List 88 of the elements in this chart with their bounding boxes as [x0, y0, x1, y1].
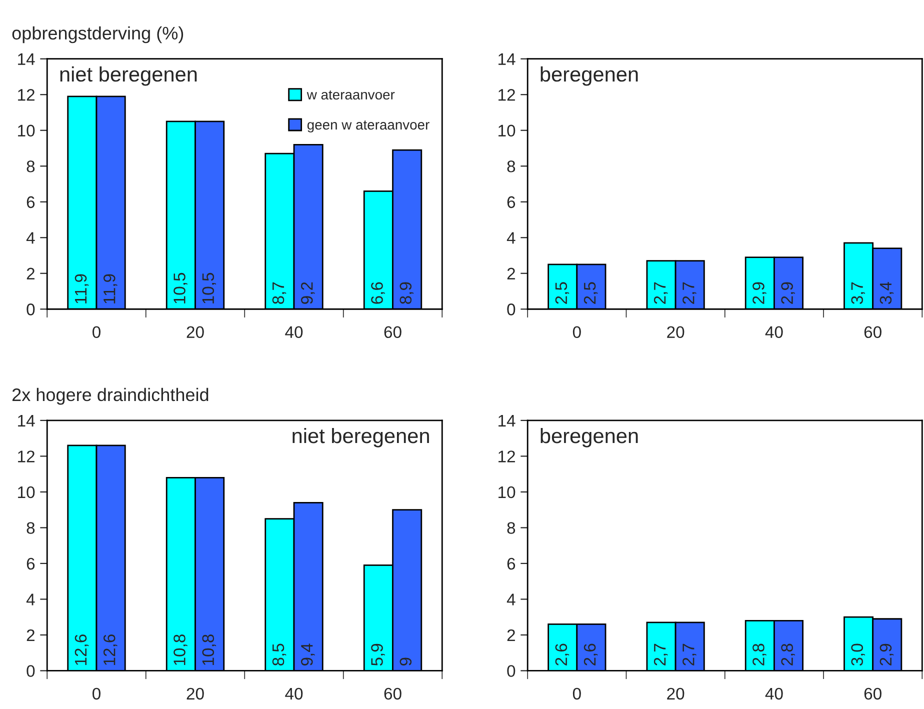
chart-title: 2x hogere draindichtheid — [12, 388, 208, 405]
data-label: 2,7 — [654, 282, 668, 304]
x-tick-label: 60 — [384, 326, 402, 338]
y-tick-label: 4 — [506, 594, 516, 606]
y-tick-label: 4 — [506, 232, 516, 244]
y-tick-label: 4 — [26, 594, 35, 606]
y-tick-label: 8 — [507, 160, 516, 172]
y-tick-label: 14 — [18, 53, 35, 65]
x-tick-label: 0 — [572, 688, 581, 700]
y-tick-label: 10 — [498, 486, 516, 498]
data-label: 12,6 — [103, 634, 118, 665]
data-label: 3,7 — [851, 282, 865, 304]
data-label: 10,8 — [174, 634, 188, 665]
y-tick-label: 4 — [26, 232, 35, 244]
y-tick-label: 6 — [507, 196, 516, 208]
y-tick-label: 0 — [26, 665, 35, 677]
annotation: beregenen — [540, 66, 638, 86]
x-tick-label: 40 — [285, 326, 303, 338]
y-tick-label: 10 — [18, 124, 35, 137]
legend-label: w ateraanvoer — [306, 90, 395, 100]
data-label: 6,6 — [371, 282, 385, 304]
x-tick-label: 40 — [765, 326, 783, 338]
y-tick-label: 2 — [26, 268, 34, 280]
data-label: 3,4 — [880, 282, 894, 304]
y-tick-label: 14 — [498, 53, 516, 65]
x-tick-label: 60 — [864, 688, 882, 700]
x-tick-label: 60 — [864, 326, 882, 338]
data-label: 10,5 — [202, 272, 216, 304]
data-label: 9 — [400, 658, 412, 666]
y-tick-label: 8 — [26, 160, 35, 172]
chart-title: opbrengstderving (%) — [12, 26, 184, 44]
data-label: 10,5 — [174, 272, 188, 304]
y-tick-label: 12 — [498, 450, 515, 462]
data-label: 9,2 — [300, 282, 315, 304]
y-tick-label: 6 — [26, 558, 35, 570]
x-tick-label: 20 — [667, 688, 684, 700]
x-tick-label: 0 — [92, 688, 100, 700]
x-tick-label: 40 — [285, 688, 303, 700]
data-label: 2,6 — [555, 644, 570, 666]
data-label: 2,9 — [752, 282, 766, 304]
x-tick-label: 0 — [572, 326, 581, 338]
data-label: 8,9 — [400, 282, 414, 304]
y-tick-label: 8 — [26, 522, 35, 534]
data-label: 2,8 — [752, 644, 766, 666]
y-tick-label: 2 — [507, 629, 515, 641]
data-label: 8,5 — [272, 644, 286, 666]
data-label: 12,6 — [74, 634, 89, 665]
data-label: 11,9 — [74, 274, 89, 304]
annotation: niet beregenen — [292, 428, 429, 448]
data-label: 5,9 — [371, 644, 385, 666]
data-label: 2,9 — [880, 644, 894, 666]
y-tick-label: 12 — [498, 89, 515, 101]
y-tick-label: 2 — [26, 629, 34, 641]
y-tick-label: 14 — [498, 415, 516, 426]
annotation: niet beregenen — [60, 66, 197, 86]
x-tick-label: 40 — [765, 688, 783, 700]
y-tick-label: 12 — [18, 450, 34, 462]
y-tick-label: 12 — [18, 89, 34, 101]
data-label: 11,9 — [103, 274, 118, 304]
data-label: 2,6 — [584, 644, 598, 666]
data-label: 3,0 — [851, 644, 865, 666]
data-label: 10,8 — [202, 634, 216, 665]
x-tick-label: 20 — [186, 326, 204, 338]
data-label: 8,7 — [272, 282, 286, 304]
y-tick-label: 10 — [498, 124, 516, 137]
data-label: 2,9 — [781, 282, 795, 304]
y-tick-label: 6 — [26, 196, 35, 208]
y-tick-label: 8 — [507, 522, 516, 534]
y-tick-label: 0 — [26, 304, 35, 316]
data-label: 9,4 — [300, 644, 315, 666]
data-label: 2,5 — [555, 282, 570, 304]
x-tick-label: 60 — [384, 688, 402, 700]
y-tick-label: 14 — [18, 415, 35, 426]
data-label: 2,7 — [682, 644, 696, 666]
legend-label: geen w ateraanvoer — [307, 120, 430, 132]
y-tick-label: 2 — [507, 268, 515, 280]
y-tick-label: 0 — [507, 665, 516, 677]
y-tick-label: 0 — [507, 304, 516, 316]
x-tick-label: 20 — [186, 688, 204, 700]
data-label: 2,7 — [654, 644, 668, 666]
x-tick-label: 0 — [92, 326, 100, 338]
data-label: 2,8 — [781, 644, 795, 666]
y-tick-label: 6 — [507, 558, 516, 570]
data-label: 2,5 — [584, 282, 598, 304]
x-tick-label: 20 — [667, 326, 684, 338]
data-label: 2,7 — [682, 282, 696, 304]
annotation: beregenen — [540, 428, 638, 448]
y-tick-label: 10 — [18, 486, 35, 498]
